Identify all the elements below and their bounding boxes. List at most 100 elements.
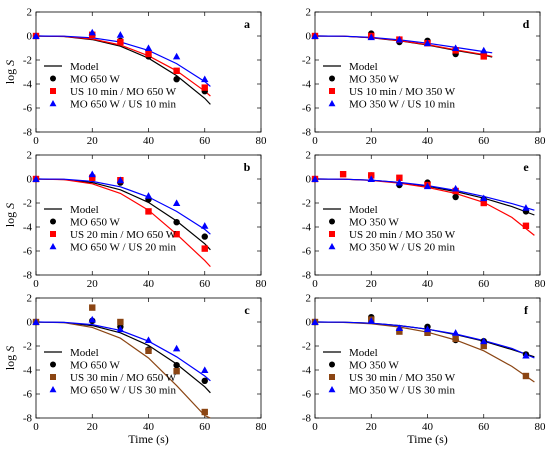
legend-marker-3 [49,100,57,107]
legend-label-2: US 30 min / MO 350 W [349,372,456,384]
x-tick-label: 60 [199,135,211,147]
data-point-series-2 [480,199,487,207]
y-tick-label: 0 [306,31,312,43]
data-point-series-2 [201,245,208,252]
data-point-series-2 [480,53,487,60]
data-point-series-3 [395,324,404,331]
legend-marker-1 [329,75,335,82]
legend-marker-2 [329,374,335,380]
data-point-series-2 [89,304,96,311]
data-point-series-3 [32,32,40,39]
data-point-series-3 [480,46,488,54]
data-point-series-2 [452,335,459,342]
x-tick-label: 60 [199,278,211,290]
x-tick-label: 20 [366,421,378,433]
data-point-series-3 [201,366,209,373]
y-tick-label: -8 [302,413,312,425]
data-point-series-2 [480,342,487,350]
x-tick-label: 80 [256,421,268,433]
x-axis-label: Time (s) [128,432,169,446]
x-tick-label: 80 [256,135,268,147]
legend-label-2: US 20 min / MO 650 W [70,229,177,241]
legend-label-1: MO 650 W [70,360,121,372]
legend-marker-2 [329,88,335,94]
legend-label-3: MO 650 W / US 30 min [70,385,176,397]
data-point-series-3 [32,175,40,182]
legend-label-3: MO 650 W / US 20 min [70,242,176,254]
x-tick-label: 80 [535,135,547,147]
y-tick-label: -2 [302,198,311,210]
legend-label-2: US 30 min / MO 650 W [70,372,177,384]
legend-model-label: Model [70,61,99,73]
panel-letter: d [523,17,530,31]
x-tick-label: 40 [422,421,434,433]
legend-model-label: Model [70,204,99,216]
legend-marker-3 [49,243,57,250]
x-tick-label: 40 [422,135,434,147]
legend-marker-1 [50,75,56,82]
x-tick-label: 40 [143,421,155,433]
legend-model-label: Model [349,347,378,359]
x-axis-label: Time (s) [407,432,448,446]
data-point-series-2 [522,222,530,229]
legend-label-2: US 20 min / MO 350 W [349,229,456,241]
legend-label-3: MO 650 W / US 10 min [70,99,176,111]
x-tick-label: 60 [478,135,490,147]
data-point-series-3 [311,318,319,325]
panel-letter: c [244,303,250,317]
x-tick-label: 80 [535,421,547,433]
legend-marker-2 [50,88,56,94]
data-point-series-3 [367,175,375,182]
data-point-series-3 [201,75,209,83]
data-point-series-1 [173,362,180,369]
data-point-series-3 [144,44,153,51]
data-point-series-2 [201,408,208,416]
y-tick-label: -2 [23,55,32,67]
legend-label-1: MO 350 W [349,217,400,229]
legend-marker-3 [328,386,336,393]
x-tick-label: 20 [87,135,99,147]
x-tick-label: 0 [312,278,318,290]
legend-label-2: US 10 min / MO 650 W [70,86,177,98]
data-point-series-3 [395,35,404,43]
data-point-series-1 [173,76,180,83]
x-tick-label: 60 [478,421,490,433]
y-tick-label: 2 [27,7,33,19]
data-point-series-3 [367,33,375,41]
data-point-series-3 [116,31,125,38]
data-point-series-2 [173,368,180,375]
panel-letter: f [524,303,529,317]
legend-marker-2 [50,374,56,380]
model-curve-1 [314,35,493,58]
data-point-series-3 [88,170,96,178]
data-point-series-3 [311,32,319,39]
legend-model-label: Model [70,347,99,359]
y-tick-label: -8 [23,127,33,139]
legend-marker-3 [49,386,57,393]
legend-marker-2 [50,231,56,237]
data-point-series-3 [88,315,96,323]
legend-model-label: Model [349,61,378,73]
data-point-series-3 [172,52,181,60]
y-tick-label: -4 [302,365,312,377]
y-axis-label: log S [3,346,17,370]
data-point-series-3 [451,44,460,51]
data-point-series-2 [89,174,96,181]
panel-letter: b [244,160,251,174]
panel-letter: a [244,17,250,31]
y-tick-label: 0 [27,317,33,329]
data-point-series-1 [201,233,208,240]
data-point-series-3 [116,176,125,184]
data-point-series-2 [173,231,180,238]
y-tick-label: -4 [23,79,33,91]
x-tick-label: 80 [535,278,547,290]
data-point-series-3 [172,344,181,352]
data-point-series-2 [145,208,152,215]
data-point-series-3 [423,182,432,190]
data-point-series-2 [339,171,347,178]
